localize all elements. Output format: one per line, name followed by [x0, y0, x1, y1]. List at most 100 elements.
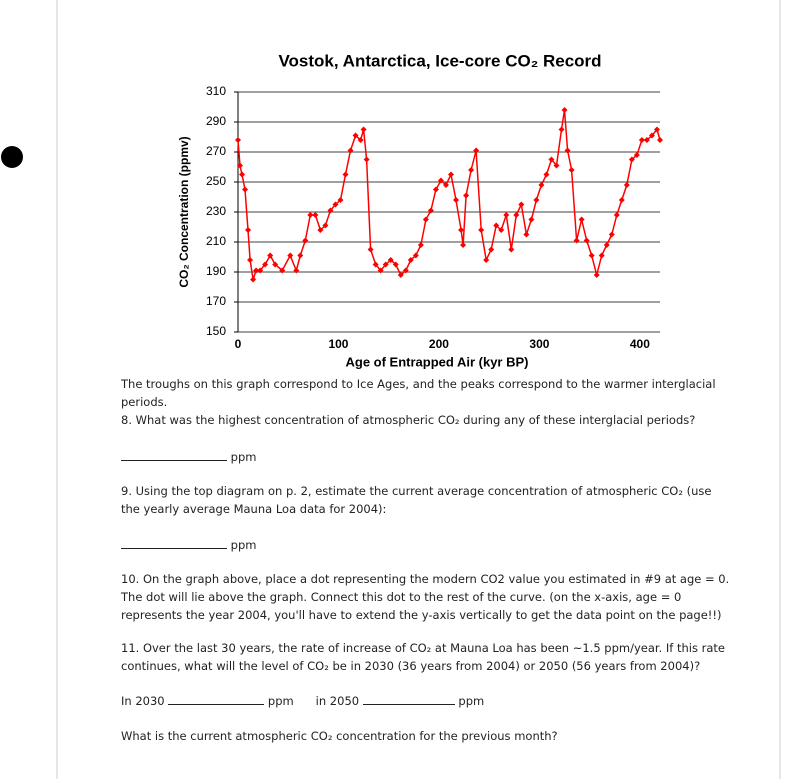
unit: ppm: [230, 538, 257, 552]
intro: The troughs on this graph correspond to …: [121, 377, 716, 409]
data-point: [412, 252, 419, 259]
y-tick-label: 290: [206, 114, 226, 128]
y-tick-label: 250: [206, 174, 226, 188]
y-tick-label: 210: [206, 234, 226, 248]
y-tick-label: 230: [206, 204, 226, 218]
data-point: [387, 257, 394, 263]
data-point: [417, 242, 424, 248]
data-point: [262, 261, 269, 268]
x-axis-label: Age of Entrapped Air (kyr BP): [346, 354, 529, 369]
data-point: [279, 267, 286, 274]
data-point: [564, 147, 571, 154]
question: 9. Using the top diagram on p. 2, estima…: [121, 484, 712, 516]
x-tick-label: 300: [529, 337, 549, 351]
data-point: [367, 246, 374, 253]
data-point: [573, 237, 580, 244]
data-point: [357, 137, 364, 143]
chart-title: Vostok, Antarctica, Ice-core CO₂ Record: [278, 51, 601, 70]
data-point: [245, 227, 252, 233]
data-point: [372, 261, 379, 268]
data-point: [432, 186, 439, 193]
data-point: [453, 197, 460, 203]
label: In 2030: [121, 694, 165, 708]
answer-line: In 2030 ppm in 2050 ppm: [121, 692, 731, 710]
data-point: [538, 182, 545, 188]
label: in 2050: [315, 694, 360, 708]
data-point: [427, 207, 434, 214]
data-point: [603, 242, 610, 248]
data-point: [638, 137, 645, 143]
data-point: [628, 156, 635, 163]
y-axis-label: CO₂ Concentration (ppmv): [177, 136, 191, 287]
data-point: [548, 156, 555, 163]
data-point: [267, 252, 274, 259]
data-point: [293, 267, 300, 274]
data-point: [568, 167, 575, 173]
data-point: [302, 237, 309, 244]
data-point: [533, 197, 540, 203]
data-point: [235, 137, 241, 143]
data-point: [307, 212, 314, 218]
data-point: [352, 132, 359, 139]
data-point: [422, 216, 429, 223]
data-point: [483, 257, 490, 263]
data-point: [253, 267, 260, 274]
data-point: [297, 252, 304, 259]
data-point: [528, 216, 535, 223]
data-point: [613, 212, 620, 218]
data-point: [397, 272, 404, 278]
data-point: [498, 227, 505, 233]
blank: [362, 692, 455, 705]
data-point: [543, 171, 550, 178]
unit: ppm: [230, 450, 257, 464]
data-point: [608, 231, 615, 238]
data-point: [407, 257, 414, 263]
data-point: [657, 137, 663, 143]
x-tick-label: 0: [235, 337, 242, 351]
x-tick-label: 100: [328, 337, 348, 351]
data-point: [523, 231, 530, 238]
question: 10. On the graph above, place a dot repr…: [121, 572, 730, 622]
data-point: [488, 246, 495, 253]
data-point: [553, 162, 560, 169]
data-point: [377, 267, 384, 274]
data-point: [643, 137, 650, 143]
data-point: [272, 261, 279, 268]
data-point: [598, 252, 605, 259]
data-point: [653, 126, 660, 133]
data-point: [493, 222, 500, 229]
answer-line: ppm: [121, 536, 731, 554]
data-point: [618, 197, 625, 203]
y-tick-label: 150: [206, 324, 226, 338]
data-point: [322, 222, 329, 229]
bullet: [1, 146, 23, 168]
y-tick-label: 170: [206, 294, 226, 308]
data-point: [588, 252, 595, 259]
data-point: [460, 242, 467, 248]
data-point: [347, 147, 354, 154]
data-point: [518, 201, 525, 208]
y-tick-label: 190: [206, 264, 226, 278]
data-point: [558, 126, 565, 133]
data-point: [478, 227, 485, 233]
data-point: [503, 212, 510, 218]
x-tick-label: 400: [630, 337, 650, 351]
data-point: [623, 182, 630, 188]
data-point: [578, 216, 585, 223]
blank: [121, 536, 227, 549]
question: What is the current atmospheric CO₂ conc…: [121, 729, 558, 743]
data-point: [317, 227, 324, 233]
data-point: [508, 246, 515, 253]
y-tick-label: 270: [206, 144, 226, 158]
data-point: [257, 267, 264, 274]
data-point: [247, 257, 254, 263]
data-point: [237, 162, 244, 169]
data-point: [473, 147, 480, 154]
data-point: [363, 156, 370, 163]
data-point: [242, 186, 249, 193]
data-point: [250, 276, 257, 283]
data-point: [342, 171, 349, 178]
unit: ppm: [267, 694, 294, 708]
data-point: [583, 237, 590, 244]
